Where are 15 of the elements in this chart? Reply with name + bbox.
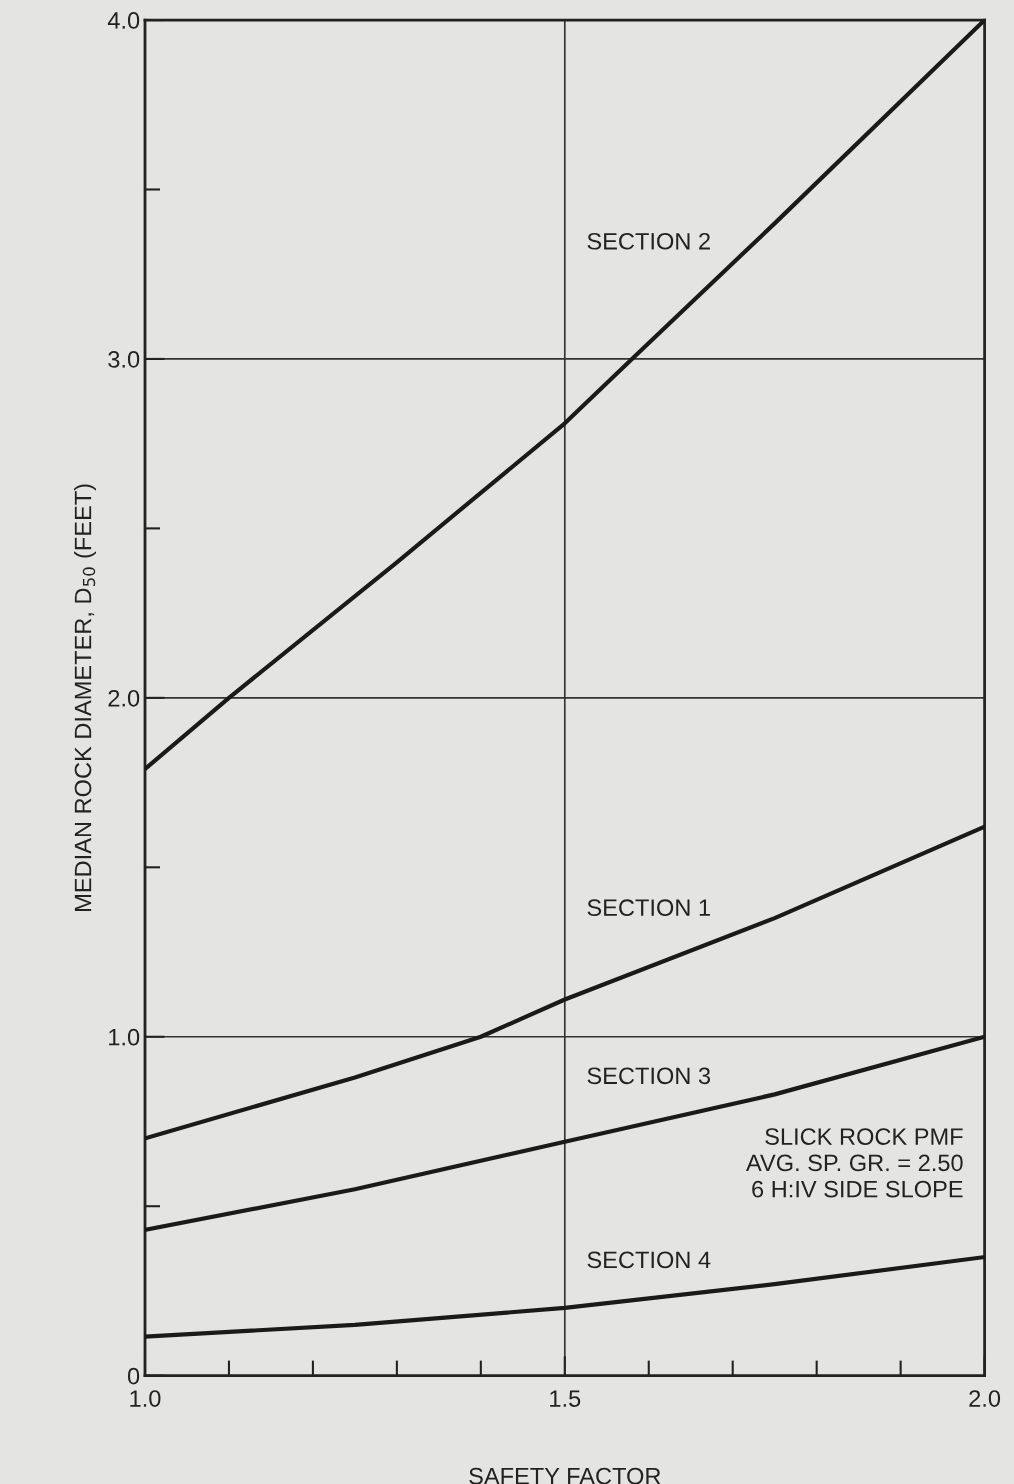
y-tick-label: 4.0 (107, 12, 140, 29)
x-tick-label: 2.0 (969, 1390, 1001, 1407)
y-axis-title: MEDIAN ROCK DIAMETER, D$_{50}$ (FEET) (74, 484, 97, 911)
series-label: SECTION 4 (587, 1251, 711, 1269)
x-tick-label: 1.0 (130, 1390, 161, 1407)
series-label: SECTION 2 (587, 232, 710, 250)
y-tick-label: 0 (127, 1367, 140, 1385)
y-tick-label: 3.0 (108, 351, 140, 368)
series-label: SECTION 3 (587, 1067, 711, 1085)
annotation: SLICK ROCK PMF AVG. SP. GR. = 2.50 6 H:IV SIDE SLOPE (746, 1128, 963, 1198)
y-tick-label: 2.0 (108, 689, 140, 707)
series-label: SECTION 1 (587, 899, 710, 917)
x-axis-title: SAFETY FACTOR (469, 1467, 661, 1484)
x-tick-label: 1.5 (550, 1390, 581, 1407)
y-tick-label: 1.0 (109, 1028, 140, 1046)
